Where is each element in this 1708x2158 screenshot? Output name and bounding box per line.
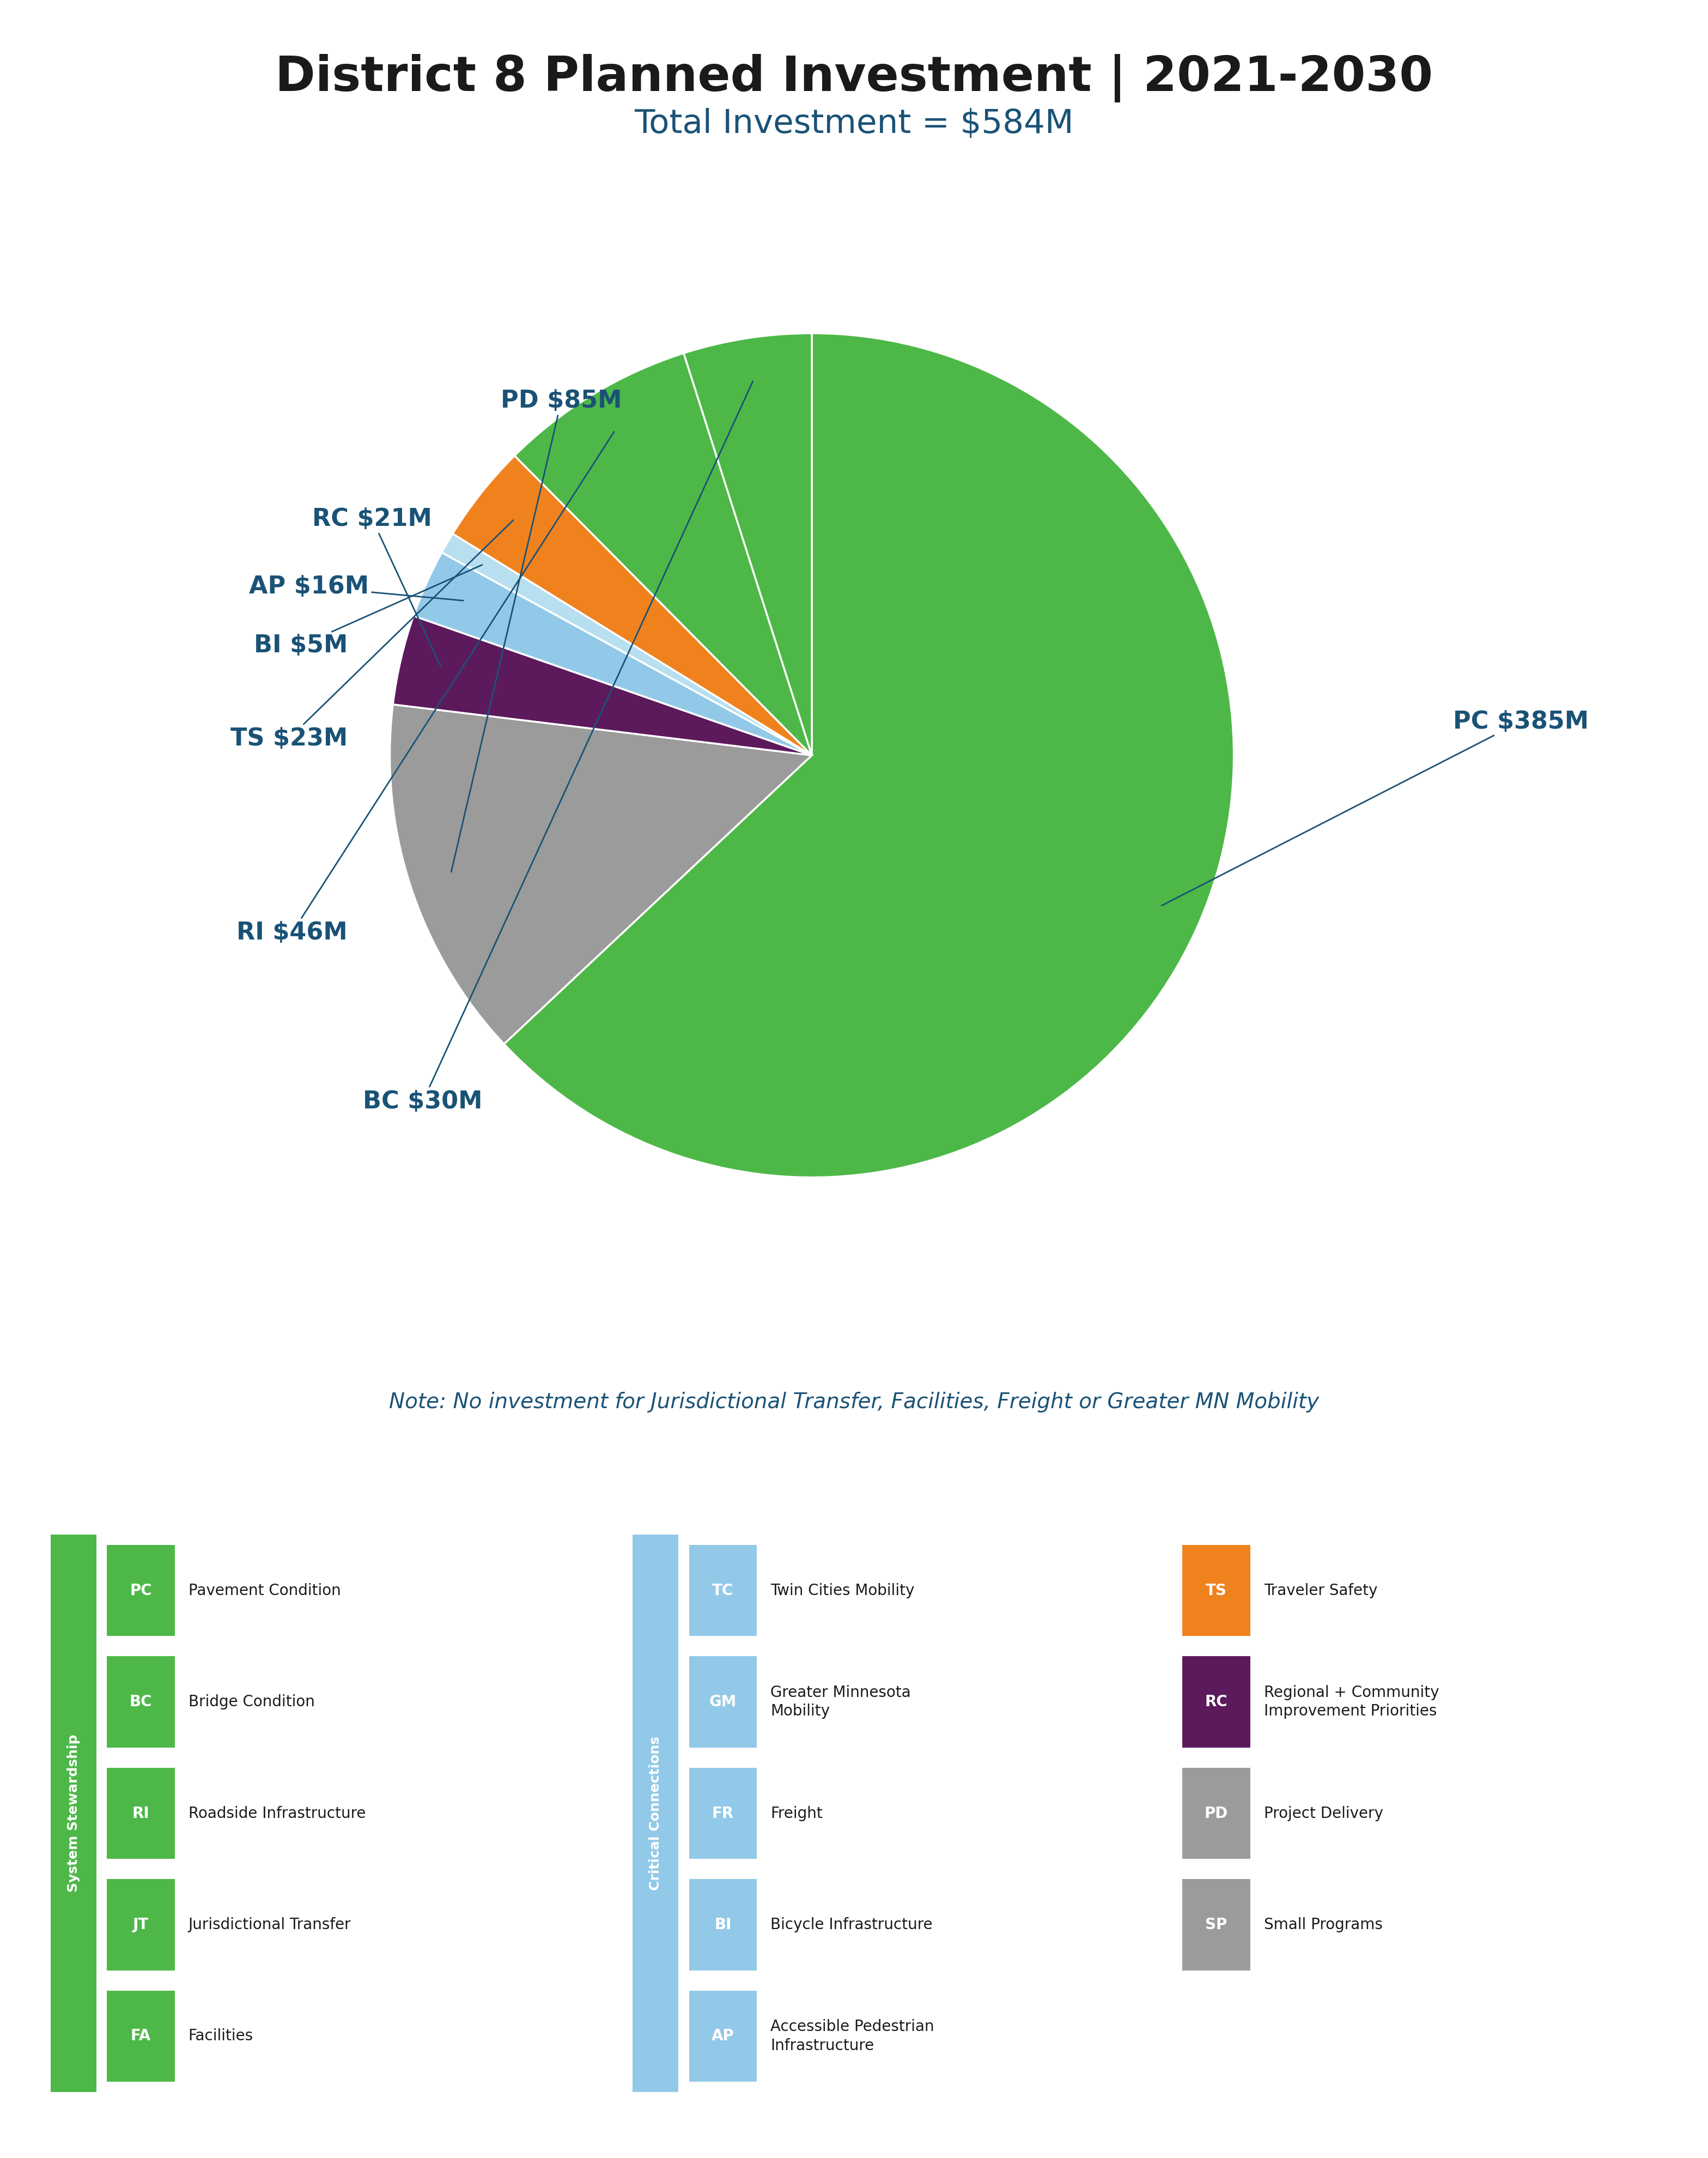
Text: PC $385M: PC $385M: [1161, 710, 1588, 906]
Text: TC: TC: [712, 1584, 733, 1599]
Text: Regional + Community
Improvement Priorities: Regional + Community Improvement Priorit…: [1264, 1685, 1440, 1720]
Text: AP: AP: [712, 2029, 734, 2044]
FancyBboxPatch shape: [106, 1545, 176, 1636]
FancyBboxPatch shape: [1182, 1880, 1250, 1970]
FancyBboxPatch shape: [1182, 1545, 1250, 1636]
Text: FA: FA: [130, 2029, 150, 2044]
Text: BC $30M: BC $30M: [364, 382, 753, 1114]
Wedge shape: [453, 455, 811, 755]
Text: TS: TS: [1206, 1584, 1226, 1599]
Text: System Stewardship: System Stewardship: [67, 1735, 80, 1893]
Text: RI: RI: [132, 1806, 149, 1821]
Text: AP $16M: AP $16M: [249, 574, 463, 600]
FancyBboxPatch shape: [688, 1655, 757, 1748]
Text: BI $5M: BI $5M: [254, 565, 482, 658]
Text: District 8 Planned Investment | 2021-2030: District 8 Planned Investment | 2021-203…: [275, 54, 1433, 101]
Text: Bicycle Infrastructure: Bicycle Infrastructure: [770, 1916, 933, 1931]
Text: Twin Cities Mobility: Twin Cities Mobility: [770, 1584, 914, 1599]
FancyBboxPatch shape: [688, 1990, 757, 2082]
Wedge shape: [442, 533, 811, 755]
Text: RC: RC: [1206, 1694, 1228, 1709]
FancyBboxPatch shape: [688, 1880, 757, 1970]
Text: FR: FR: [712, 1806, 734, 1821]
Text: PD: PD: [1204, 1806, 1228, 1821]
Wedge shape: [389, 704, 811, 1044]
Text: Pavement Condition: Pavement Condition: [188, 1584, 340, 1599]
FancyBboxPatch shape: [106, 1880, 176, 1970]
Text: Facilities: Facilities: [188, 2029, 253, 2044]
Text: GM: GM: [709, 1694, 736, 1709]
FancyBboxPatch shape: [688, 1545, 757, 1636]
Text: Note: No investment for Jurisdictional Transfer, Facilities, Freight or Greater : Note: No investment for Jurisdictional T…: [389, 1392, 1319, 1413]
Wedge shape: [393, 615, 811, 755]
FancyBboxPatch shape: [1182, 1767, 1250, 1860]
Text: Jurisdictional Transfer: Jurisdictional Transfer: [188, 1916, 350, 1931]
FancyBboxPatch shape: [632, 1534, 678, 2091]
Wedge shape: [504, 332, 1233, 1178]
Text: JT: JT: [133, 1916, 149, 1931]
FancyBboxPatch shape: [51, 1534, 96, 2091]
Text: Bridge Condition: Bridge Condition: [188, 1694, 314, 1709]
FancyBboxPatch shape: [106, 1655, 176, 1748]
Text: BI: BI: [714, 1916, 731, 1931]
FancyBboxPatch shape: [688, 1767, 757, 1860]
FancyBboxPatch shape: [106, 1767, 176, 1860]
Text: PD $85M: PD $85M: [451, 388, 622, 872]
Text: Greater Minnesota
Mobility: Greater Minnesota Mobility: [770, 1685, 910, 1720]
Wedge shape: [413, 552, 811, 755]
Text: PC: PC: [130, 1584, 152, 1599]
FancyBboxPatch shape: [1182, 1655, 1250, 1748]
Text: Accessible Pedestrian
Infrastructure: Accessible Pedestrian Infrastructure: [770, 2020, 934, 2052]
Text: Freight: Freight: [770, 1806, 823, 1821]
Text: Small Programs: Small Programs: [1264, 1916, 1382, 1931]
Wedge shape: [514, 354, 811, 755]
Text: RI $46M: RI $46M: [237, 432, 615, 945]
Text: Total Investment = $584M: Total Investment = $584M: [634, 108, 1074, 140]
Text: Traveler Safety: Traveler Safety: [1264, 1584, 1377, 1599]
FancyBboxPatch shape: [106, 1990, 176, 2082]
Text: RC $21M: RC $21M: [313, 507, 441, 667]
Text: BC: BC: [130, 1694, 152, 1709]
Text: Roadside Infrastructure: Roadside Infrastructure: [188, 1806, 366, 1821]
Text: SP: SP: [1206, 1916, 1228, 1931]
Text: Project Delivery: Project Delivery: [1264, 1806, 1383, 1821]
Text: TS $23M: TS $23M: [231, 520, 514, 751]
Wedge shape: [683, 332, 811, 755]
Text: Critical Connections: Critical Connections: [649, 1737, 663, 1890]
